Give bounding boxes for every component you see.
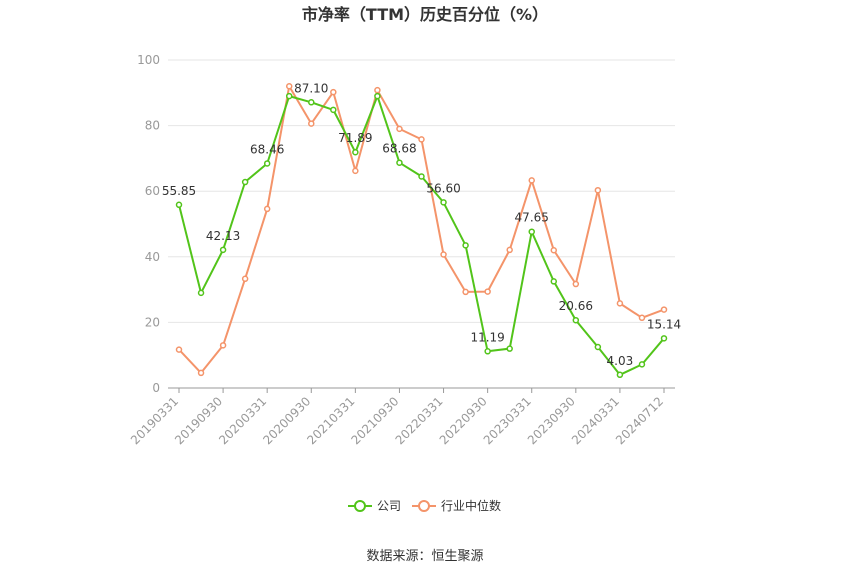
data-point	[528, 177, 535, 184]
y-tick-label: 20	[145, 315, 160, 329]
y-tick-label: 100	[137, 53, 160, 67]
data-point	[285, 82, 293, 90]
source-note: 数据来源：恒生聚源	[366, 549, 483, 564]
data-point	[660, 306, 668, 313]
data-point	[594, 343, 602, 351]
data-point	[285, 92, 293, 100]
data-point	[550, 278, 558, 285]
chart-title: 市净率（TTM）历史百分位（%）	[302, 5, 548, 24]
data-point	[550, 246, 558, 254]
data-point	[374, 86, 381, 94]
data-point	[241, 275, 249, 283]
data-point	[660, 335, 668, 342]
data-point	[263, 205, 271, 213]
y-tick-label: 0	[152, 381, 160, 395]
data-label: 68.46	[250, 142, 284, 156]
data-label: 87.10	[294, 81, 328, 95]
data-label: 42.13	[206, 229, 240, 243]
data-point	[616, 371, 624, 379]
data-point	[638, 314, 646, 322]
legend-item-0[interactable]: 公司	[348, 499, 401, 513]
data-point	[484, 348, 491, 355]
data-point	[219, 246, 227, 254]
data-point	[308, 99, 315, 106]
legend-item-1[interactable]: 行业中位数	[412, 498, 501, 513]
data-point	[616, 300, 624, 307]
x-tick-label: 20240712	[613, 394, 666, 447]
data-label: 68.68	[382, 142, 416, 156]
data-point	[396, 125, 403, 133]
data-point	[374, 92, 381, 100]
data-point	[197, 289, 205, 297]
data-label: 15.14	[647, 317, 681, 331]
data-label: 71.89	[338, 131, 372, 145]
legend-marker	[354, 500, 366, 512]
data-point	[572, 280, 580, 288]
data-point	[572, 316, 580, 324]
legend: 公司 行业中位数	[348, 498, 501, 513]
series-layer	[175, 82, 668, 379]
data-point	[308, 120, 315, 127]
data-point	[352, 148, 359, 156]
data-point	[197, 369, 205, 377]
data-point	[175, 346, 183, 353]
data-point	[352, 167, 359, 175]
data-point	[484, 288, 491, 295]
data-point	[219, 342, 227, 349]
data-point	[330, 106, 337, 114]
data-point	[506, 246, 513, 254]
data-point	[175, 201, 183, 209]
data-point	[418, 136, 425, 143]
y-tick-label: 60	[145, 184, 160, 198]
data-point	[506, 345, 513, 352]
legend-label: 公司	[377, 499, 401, 513]
legend-label: 行业中位数	[441, 498, 501, 513]
data-point	[462, 242, 469, 249]
data-label: 20.66	[559, 299, 593, 313]
data-labels: 55.85 42.13 68.46 87.10 71.89 68.68 56.60 11.19…	[162, 81, 681, 367]
data-point	[330, 88, 337, 96]
data-label: 4.03	[607, 354, 634, 368]
data-point	[594, 186, 602, 194]
legend-marker	[418, 500, 430, 512]
data-point	[241, 178, 249, 186]
data-label: 11.19	[470, 330, 504, 344]
y-tick-label: 80	[145, 119, 160, 133]
data-label: 47.65	[515, 211, 549, 225]
data-point	[462, 288, 469, 296]
data-point	[418, 173, 425, 180]
data-label: 55.85	[162, 184, 196, 198]
data-point	[440, 199, 447, 206]
data-point	[638, 361, 646, 368]
axes: 0204060801002019033120190930202003312020…	[128, 53, 675, 447]
data-point	[263, 160, 271, 167]
data-point	[528, 228, 535, 235]
series-line-1	[178, 85, 665, 374]
data-label: 56.60	[426, 181, 460, 195]
data-point	[396, 159, 403, 166]
y-tick-label: 40	[145, 250, 160, 264]
data-point	[440, 251, 447, 258]
